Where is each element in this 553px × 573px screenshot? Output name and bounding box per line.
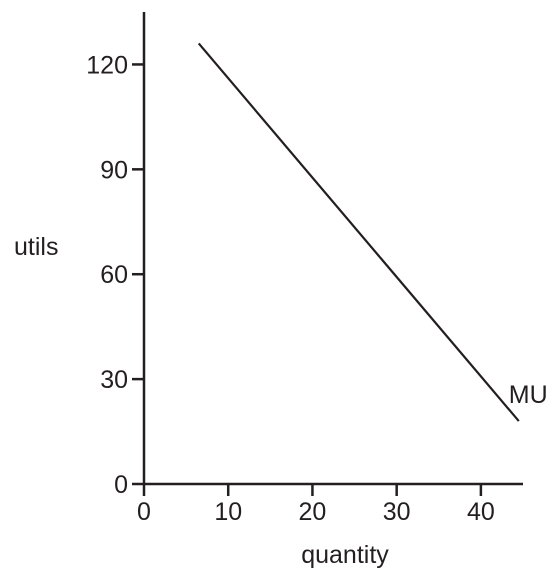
- y-axis-label: utils: [14, 233, 58, 261]
- y-axis-ticks: 0 30 60 90 120: [86, 51, 144, 499]
- x-tick-label: 40: [467, 498, 495, 526]
- y-tick-label: 120: [86, 51, 128, 79]
- series-group: MU: [197, 42, 548, 422]
- x-axis-label: quantity: [301, 541, 389, 569]
- series-label-mu: MU: [509, 381, 548, 409]
- x-axis-ticks: 0 10 20 30 40: [137, 484, 495, 526]
- y-tick-label: 60: [100, 261, 128, 289]
- x-tick-label: 20: [299, 498, 327, 526]
- x-tick-label: 10: [214, 498, 242, 526]
- x-tick-label: 0: [137, 498, 151, 526]
- y-tick-label: 0: [114, 471, 128, 499]
- y-tick-label: 30: [100, 366, 128, 394]
- x-tick-label: 30: [383, 498, 411, 526]
- series-line-mu: [197, 42, 520, 422]
- y-tick-label: 90: [100, 156, 128, 184]
